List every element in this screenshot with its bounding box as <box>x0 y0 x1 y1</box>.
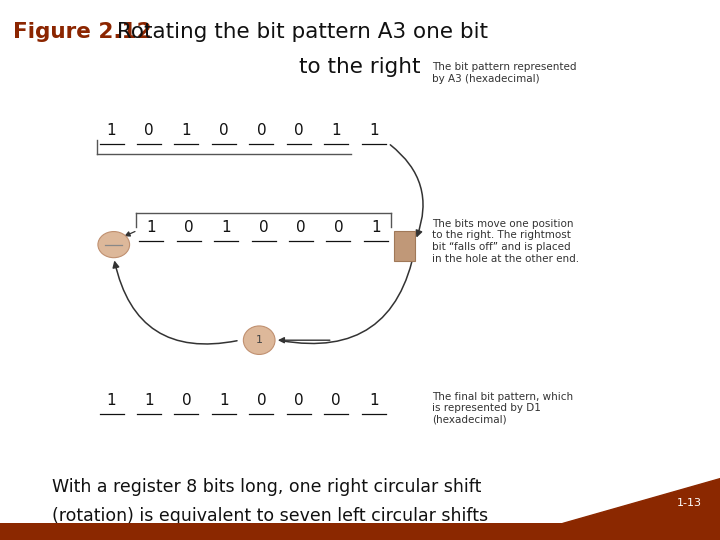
Text: 0: 0 <box>184 220 194 235</box>
Text: 1: 1 <box>107 123 117 138</box>
Ellipse shape <box>243 326 275 354</box>
Text: 1: 1 <box>221 220 231 235</box>
Text: 0: 0 <box>296 220 306 235</box>
Text: 0: 0 <box>144 123 154 138</box>
Text: 1: 1 <box>146 220 156 235</box>
FancyBboxPatch shape <box>394 231 415 261</box>
Text: 0: 0 <box>258 220 269 235</box>
Text: 0: 0 <box>333 220 343 235</box>
Text: With a register 8 bits long, one right circular shift: With a register 8 bits long, one right c… <box>52 478 481 496</box>
Text: 1: 1 <box>331 123 341 138</box>
Text: 1: 1 <box>144 393 154 408</box>
Text: 1-13: 1-13 <box>677 498 702 508</box>
Text: Rotating the bit pattern A3 one bit: Rotating the bit pattern A3 one bit <box>110 22 488 42</box>
Text: 0: 0 <box>256 393 266 408</box>
Polygon shape <box>562 478 720 523</box>
Text: Figure 2.12: Figure 2.12 <box>13 22 152 42</box>
Text: The bit pattern represented
by A3 (hexadecimal): The bit pattern represented by A3 (hexad… <box>432 62 577 84</box>
Text: 0: 0 <box>294 123 304 138</box>
Text: 1: 1 <box>371 220 381 235</box>
Ellipse shape <box>98 232 130 258</box>
Text: 0: 0 <box>331 393 341 408</box>
Text: 0: 0 <box>256 123 266 138</box>
Bar <box>0 523 720 540</box>
Text: to the right: to the right <box>300 57 420 77</box>
Text: 1: 1 <box>181 123 192 138</box>
Text: (rotation) is equivalent to seven left circular shifts: (rotation) is equivalent to seven left c… <box>52 507 488 524</box>
Text: The final bit pattern, which
is represented by D1
(hexadecimal): The final bit pattern, which is represen… <box>432 392 573 424</box>
Text: 1: 1 <box>219 393 229 408</box>
Text: 1: 1 <box>256 335 263 345</box>
Text: The bits move one position
to the right. The rightmost
bit “falls off” and is pl: The bits move one position to the right.… <box>432 219 579 264</box>
Text: 0: 0 <box>181 393 192 408</box>
Text: 1: 1 <box>369 393 379 408</box>
Text: 1: 1 <box>369 123 379 138</box>
Text: 0: 0 <box>219 123 229 138</box>
Text: 0: 0 <box>294 393 304 408</box>
Text: 1: 1 <box>107 393 117 408</box>
